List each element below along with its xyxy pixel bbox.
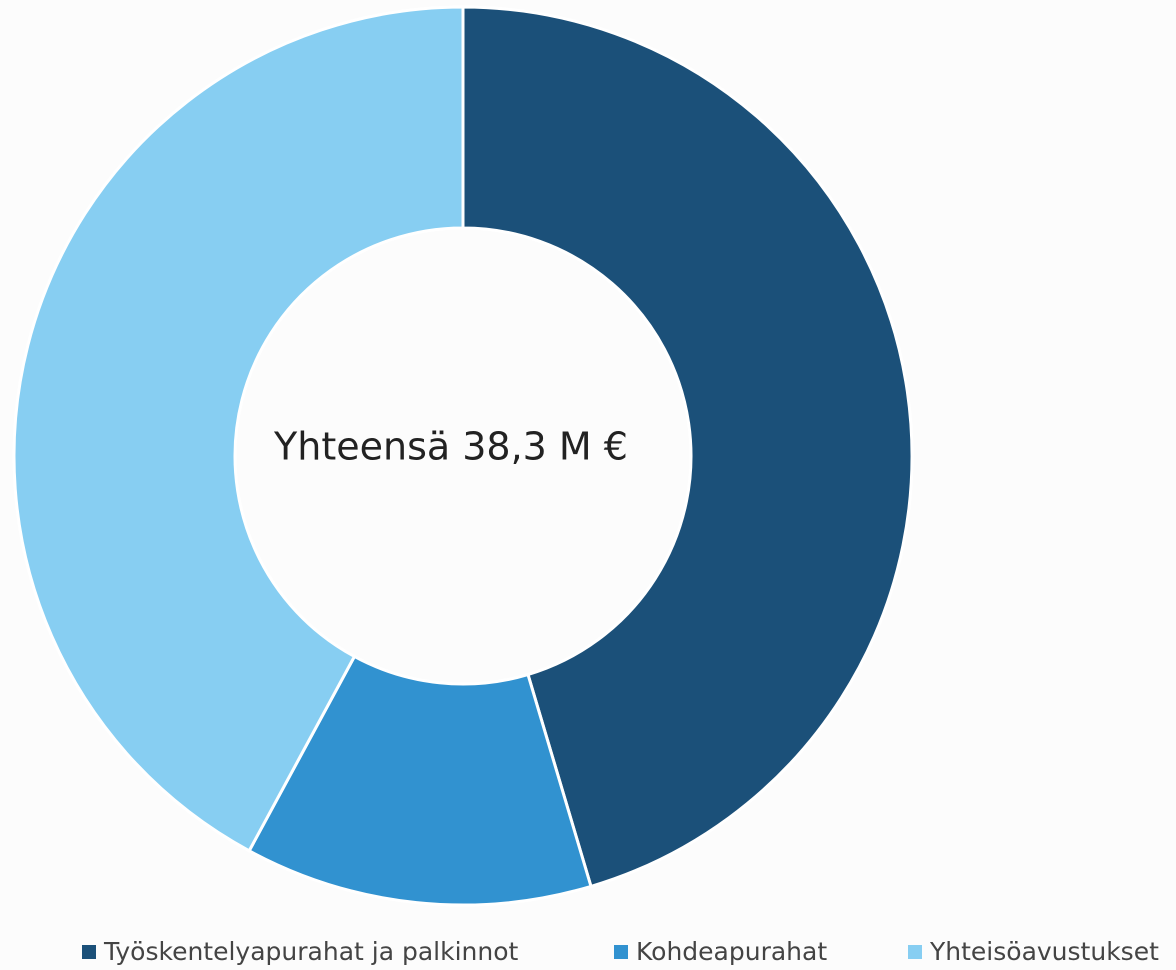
- donut-segment: [12, 5, 465, 853]
- legend-swatch: [82, 945, 96, 959]
- legend-label: Yhteisöavustukset: [929, 937, 1159, 966]
- legend-swatch: [908, 945, 922, 959]
- donut-segment: [247, 654, 593, 907]
- center-annotation: Yhteensä 38,3 M €: [273, 425, 628, 469]
- legend-label: Kohdeapurahat: [636, 937, 827, 966]
- legend-label: Työskentelyapurahat ja palkinnot: [103, 937, 519, 966]
- donut-segment: [461, 5, 914, 889]
- legend-swatch: [614, 945, 628, 959]
